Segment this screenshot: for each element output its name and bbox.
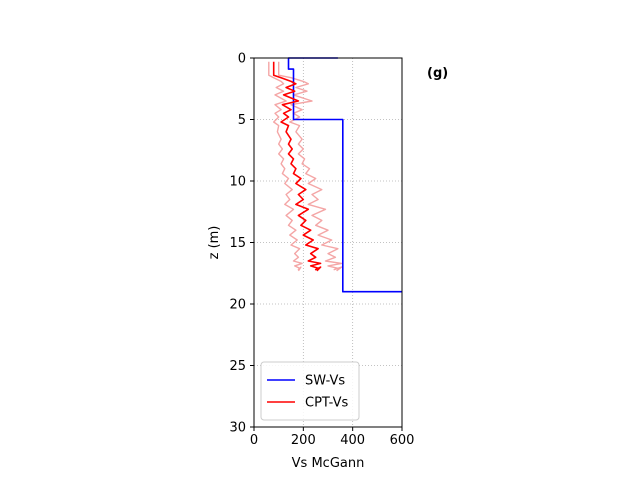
legend-label: CPT-Vs bbox=[305, 396, 348, 411]
y-tick-label: 20 bbox=[229, 298, 246, 313]
legend: SW-Vs CPT-Vs bbox=[260, 361, 360, 421]
series-layer bbox=[268, 57, 402, 293]
x-tick-label: 600 bbox=[390, 433, 415, 448]
y-tick-label: 0 bbox=[238, 52, 246, 67]
y-tick-label: 30 bbox=[229, 421, 246, 436]
y-tick-label: 15 bbox=[229, 236, 246, 251]
x-tick-label: 400 bbox=[340, 433, 365, 448]
legend-box bbox=[260, 361, 360, 421]
uncertainty-band-line bbox=[278, 61, 343, 272]
series-cpt-vs-line bbox=[272, 61, 322, 272]
y-tick-label: 25 bbox=[229, 359, 246, 374]
x-tick-label: 0 bbox=[250, 433, 258, 448]
legend-label: SW-Vs bbox=[305, 374, 345, 389]
y-axis-label: z (m) bbox=[207, 226, 222, 260]
uncertainty-band-line bbox=[268, 61, 303, 272]
panel-label: (g) bbox=[427, 66, 448, 81]
x-axis-label: Vs McGann bbox=[292, 456, 365, 471]
y-axis-ticks: 0 5 10 15 20 25 30 bbox=[229, 52, 254, 436]
x-axis-ticks: 0 200 400 600 bbox=[250, 427, 415, 448]
y-tick-label: 10 bbox=[229, 175, 246, 190]
series-sw-vs-line bbox=[287, 57, 402, 293]
y-tick-label: 5 bbox=[238, 113, 246, 128]
x-tick-label: 200 bbox=[291, 433, 316, 448]
